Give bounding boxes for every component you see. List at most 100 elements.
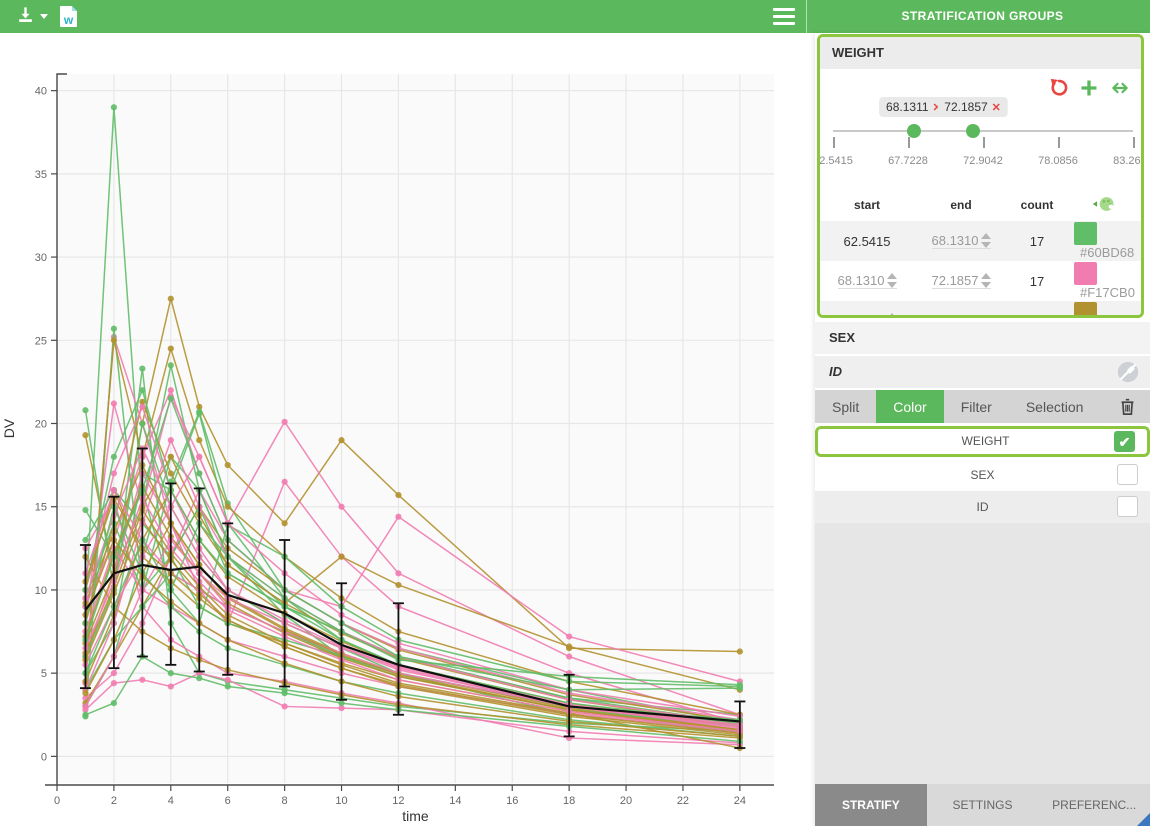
svg-text:22: 22 <box>677 795 689 807</box>
end-input[interactable]: 72.1857 <box>932 273 991 289</box>
svg-text:14: 14 <box>449 795 461 807</box>
tab-settings[interactable]: SETTINGS <box>927 784 1039 826</box>
break-value: 68.1311 <box>886 100 929 114</box>
svg-text:18: 18 <box>563 795 575 807</box>
tab-stratify[interactable]: STRATIFY <box>815 784 927 826</box>
end-value: 83.2669 <box>938 314 985 319</box>
svg-text:10: 10 <box>35 585 47 597</box>
break-row: 68.1310 72.1857 17 #F17CB0 <box>820 261 1141 301</box>
svg-text:6: 6 <box>225 795 231 807</box>
slider-handle[interactable] <box>907 124 921 138</box>
stratify-item-label: WEIGHT <box>818 429 1150 454</box>
app-window: 0510152025303540024681012141618202224tim… <box>0 0 1150 826</box>
tick-label: 62.5415 <box>817 155 853 167</box>
hamburger-menu-icon[interactable] <box>773 8 795 25</box>
svg-text:0: 0 <box>41 751 47 763</box>
svg-text:20: 20 <box>35 419 47 431</box>
svg-text:4: 4 <box>168 795 174 807</box>
mode-tab-bar: Split Color Filter Selection <box>815 390 1150 423</box>
remove-break-icon[interactable]: ✕ <box>992 102 1001 114</box>
svg-text:25: 25 <box>35 335 47 347</box>
top-toolbar: w STRATIFICATION GROUPS <box>0 0 1150 33</box>
tab-selection[interactable]: Selection <box>1009 390 1101 423</box>
break-value-pill: 72.1857 ✕ <box>937 97 1008 117</box>
id-checkbox[interactable] <box>1117 496 1138 517</box>
color-swatch[interactable] <box>1074 262 1097 285</box>
break-row: 62.5415 68.1310 17 #60BD68 <box>820 221 1141 261</box>
svg-text:24: 24 <box>734 795 746 807</box>
spinner[interactable] <box>981 273 991 288</box>
svg-text:8: 8 <box>282 795 288 807</box>
svg-text:DV: DV <box>1 418 17 438</box>
break-row: 72.1857 83.2669 16 #B2912F <box>820 301 1141 318</box>
tick-label: 72.9042 <box>963 155 1003 167</box>
break-value: 72.1857 <box>944 100 987 114</box>
pk-spaghetti-chart[interactable]: 0510152025303540024681012141618202224tim… <box>0 33 790 826</box>
breaks-table-header: start end count <box>820 189 1141 221</box>
stratify-item-weight[interactable]: WEIGHT ✔ <box>815 426 1150 457</box>
tab-split[interactable]: Split <box>815 390 876 423</box>
start-value: 62.5415 <box>844 234 891 249</box>
svg-text:2: 2 <box>111 795 117 807</box>
tab-color[interactable]: Color <box>876 390 943 423</box>
slider-tick-labels: 62.5415 67.7228 72.9042 78.0856 83.2669 <box>833 155 1133 169</box>
weight-checkbox[interactable]: ✔ <box>1114 431 1135 452</box>
color-swatch[interactable] <box>1074 302 1097 318</box>
tick-label: 67.7228 <box>888 155 928 167</box>
start-input[interactable]: 68.1310 <box>838 273 897 289</box>
svg-text:0: 0 <box>54 795 60 807</box>
col-start: start <box>820 189 914 221</box>
spinner[interactable] <box>981 233 991 248</box>
sex-section-header[interactable]: SEX <box>815 322 1150 354</box>
bottom-tab-bar: STRATIFY SETTINGS PREFERENC... <box>815 784 1150 826</box>
svg-text:15: 15 <box>35 502 47 514</box>
export-menu-button[interactable] <box>16 4 48 29</box>
count-value: 16 <box>1030 314 1044 319</box>
svg-text:40: 40 <box>35 86 47 98</box>
stratification-panel: WEIGHT 68.1311✕ 72.18 <box>815 33 1150 826</box>
svg-text:10: 10 <box>335 795 347 807</box>
svg-text:35: 35 <box>35 169 47 181</box>
color-swatch[interactable] <box>1074 222 1097 245</box>
tab-filter[interactable]: Filter <box>944 390 1009 423</box>
id-section-header[interactable]: ID <box>815 356 1150 388</box>
palette-icon[interactable] <box>1066 189 1141 221</box>
word-export-button[interactable]: w <box>60 4 77 29</box>
tick-label: 78.0856 <box>1038 155 1078 167</box>
svg-text:20: 20 <box>620 795 632 807</box>
weight-breaks-slider: 68.1311 ✕ 72.1857 ✕ 62.5415 67.7228 72.904… <box>820 69 1141 189</box>
hex-label: #60BD68 <box>1074 245 1134 260</box>
sex-section-label: SEX <box>829 330 855 345</box>
stratify-item-label: ID <box>815 491 1150 523</box>
tab-preferences[interactable]: PREFERENC... <box>1038 784 1150 826</box>
toolbar-divider <box>806 0 807 33</box>
id-section-label: ID <box>829 364 842 379</box>
weight-stratification-box: WEIGHT 68.1311✕ 72.18 <box>817 34 1144 318</box>
trash-icon[interactable] <box>1119 390 1150 423</box>
svg-text:30: 30 <box>35 252 47 264</box>
slider-track[interactable] <box>833 130 1133 132</box>
start-input[interactable]: 72.1857 <box>838 313 897 318</box>
count-value: 17 <box>1030 274 1044 289</box>
svg-text:16: 16 <box>506 795 518 807</box>
download-icon <box>16 5 35 29</box>
panel-title: STRATIFICATION GROUPS <box>815 0 1150 33</box>
equal-spacing-icon[interactable] <box>1109 78 1131 98</box>
breaks-table: start end count 62.5415 68.1310 17 #60BD… <box>820 189 1141 318</box>
add-break-icon[interactable] <box>1079 78 1099 98</box>
reset-breaks-icon[interactable] <box>1048 77 1069 98</box>
panel-empty-area <box>815 523 1150 784</box>
count-value: 17 <box>1030 234 1044 249</box>
spinner[interactable] <box>887 313 897 318</box>
end-input[interactable]: 68.1310 <box>932 233 991 249</box>
svg-text:12: 12 <box>392 795 404 807</box>
sex-checkbox[interactable] <box>1117 464 1138 485</box>
slider-ruler <box>833 137 1133 151</box>
stratify-item-id[interactable]: ID <box>815 491 1150 523</box>
spinner[interactable] <box>887 273 897 288</box>
svg-text:time: time <box>402 808 429 824</box>
slider-handle[interactable] <box>966 124 980 138</box>
stratify-item-sex[interactable]: SEX <box>815 459 1150 491</box>
resize-grip[interactable] <box>1137 813 1150 826</box>
svg-text:5: 5 <box>41 668 47 680</box>
